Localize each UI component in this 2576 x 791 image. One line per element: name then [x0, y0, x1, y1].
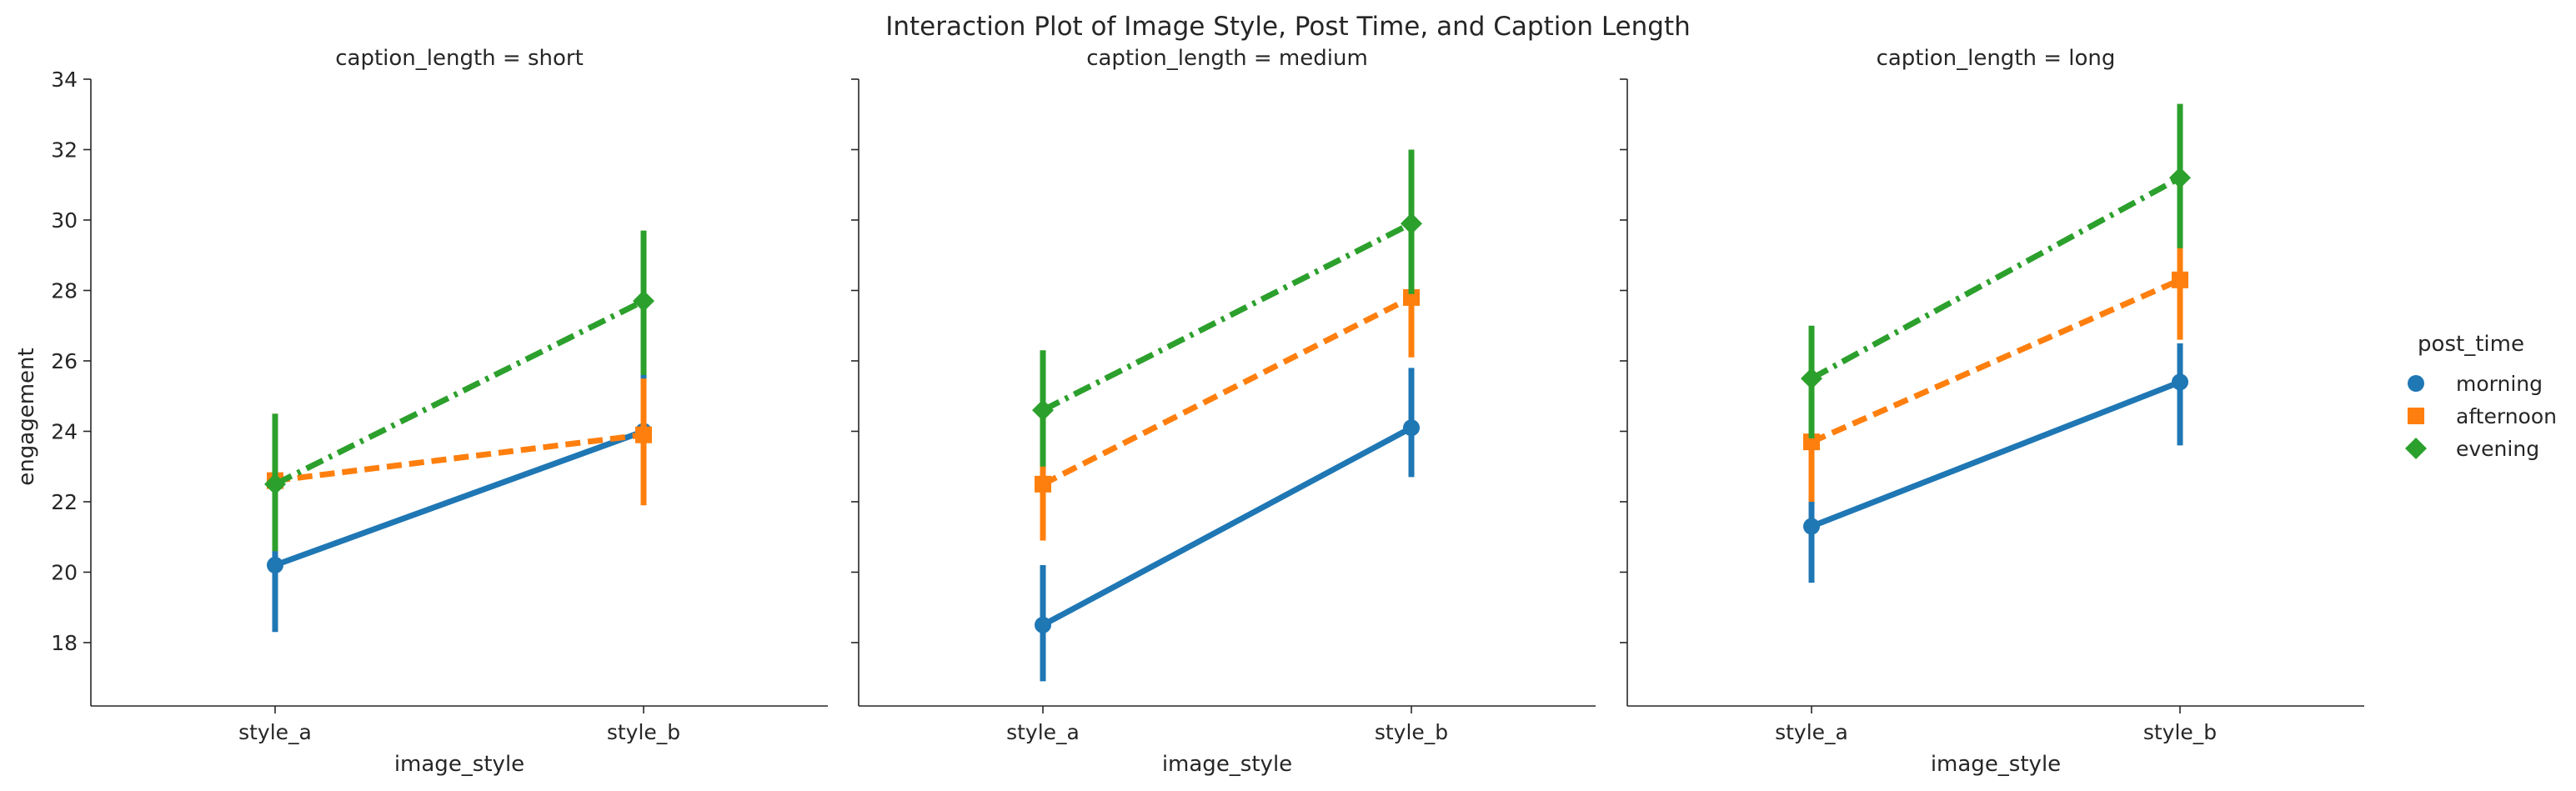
x-tick-label: style_a	[1775, 720, 1848, 744]
series-afternoon	[1035, 241, 1420, 541]
y-tick-label: 32	[51, 138, 78, 162]
data-point	[1035, 616, 1051, 633]
legend-marker	[2408, 408, 2424, 424]
legend-label: evening	[2456, 437, 2539, 461]
x-tick-label: style_a	[1006, 720, 1080, 744]
series-evening	[1032, 149, 1422, 467]
series-line	[1041, 221, 1413, 413]
data-point	[1032, 399, 1054, 422]
y-tick-label: 28	[51, 278, 78, 303]
y-tick-label: 18	[51, 631, 78, 655]
data-point	[264, 473, 286, 495]
data-point	[635, 426, 652, 443]
x-tick-label: style_b	[1375, 720, 1448, 744]
panel-title: caption_length = short	[335, 46, 584, 71]
x-tick-label: style_b	[2143, 720, 2217, 744]
series-evening	[1801, 103, 2191, 438]
y-tick-label: 24	[51, 419, 78, 443]
data-point	[1803, 518, 1820, 535]
series-line	[1041, 425, 1413, 628]
panels-layer: caption_length = short 18 20 22 24 26 28 30 32 34…	[51, 46, 2364, 777]
panel-1: caption_length = short 18 20 22 24 26 28 30 32 34…	[51, 46, 828, 777]
series-line	[273, 428, 645, 568]
x-axis-label: image_style	[1162, 752, 1292, 777]
data-point	[267, 557, 283, 574]
legend-entry-evening: evening	[2405, 437, 2539, 461]
legend-marker	[2408, 375, 2424, 392]
series-line	[1041, 294, 1413, 487]
y-tick-label: 30	[51, 208, 78, 233]
x-tick-label: style_b	[607, 720, 680, 744]
x-axis-label: image_style	[1931, 752, 2061, 777]
figure-title: Interaction Plot of Image Style, Post Ti…	[885, 12, 1691, 42]
legend-label: afternoon	[2456, 404, 2557, 428]
y-tick-label: 26	[51, 349, 78, 373]
panel-title: caption_length = long	[1877, 46, 2116, 71]
x-axis-label: image_style	[394, 752, 524, 777]
y-axis-label: engagement	[14, 348, 39, 485]
legend-marker	[2405, 438, 2427, 459]
data-point	[2172, 271, 2188, 288]
panel-title: caption_length = medium	[1086, 46, 1368, 71]
series-afternoon	[267, 378, 652, 552]
y-tick-label: 20	[51, 560, 78, 584]
y-tick-label: 22	[51, 490, 78, 514]
series-line	[1810, 379, 2182, 529]
series-line	[1810, 277, 2182, 445]
series-line	[1810, 175, 2182, 382]
panel-2: caption_length = medium style_a style_bima…	[851, 46, 1596, 777]
legend-entry-afternoon: afternoon	[2408, 404, 2557, 428]
data-point	[1803, 433, 1820, 451]
y-tick-label: 34	[51, 68, 78, 92]
series-line	[273, 298, 645, 487]
data-point	[2172, 373, 2188, 391]
series-afternoon	[1803, 244, 2188, 502]
data-point	[633, 290, 654, 313]
data-point	[1403, 419, 1420, 437]
legend-title: post_time	[2418, 332, 2524, 357]
data-point	[1403, 288, 1420, 306]
series-morning	[267, 364, 652, 633]
series-line	[274, 432, 644, 484]
x-tick-label: style_a	[238, 720, 312, 744]
legend: post_time morning afternoon evening	[2405, 332, 2557, 461]
data-point	[1801, 368, 1822, 390]
data-point	[2169, 167, 2191, 189]
legend-entry-morning: morning	[2408, 372, 2543, 396]
series-morning	[1803, 343, 2188, 583]
legend-label: morning	[2456, 372, 2543, 396]
data-point	[1035, 475, 1051, 493]
data-point	[1401, 213, 1422, 235]
series-evening	[264, 230, 654, 552]
series-morning	[1035, 368, 1420, 682]
panel-3: caption_length = long style_a style_bimage…	[1620, 46, 2364, 777]
